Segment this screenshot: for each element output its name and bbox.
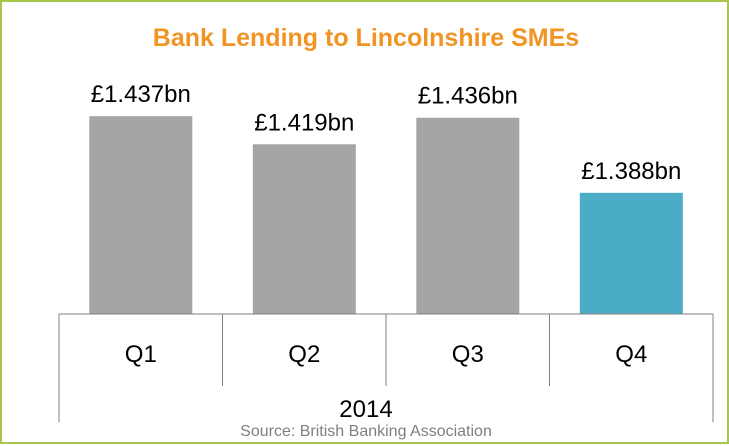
- data-label-q3: £1.436bn: [418, 83, 518, 110]
- tick-label-q1: Q1: [125, 341, 157, 368]
- bar-q4: [579, 192, 683, 314]
- data-label-q4: £1.388bn: [581, 158, 681, 185]
- data-label-q1: £1.437bn: [91, 81, 191, 108]
- source-label: Source: British Banking Association: [240, 423, 492, 440]
- tick-label-q4: Q4: [615, 341, 647, 368]
- bar-q1: [89, 116, 193, 314]
- chart-title: Bank Lending to Lincolnshire SMEs: [153, 24, 579, 52]
- bar-q3: [416, 117, 520, 314]
- data-label-q2: £1.419bn: [254, 109, 354, 136]
- tick-label-q2: Q2: [288, 341, 320, 368]
- bar-q2: [252, 144, 356, 314]
- tick-label-q3: Q3: [452, 341, 484, 368]
- year-label: 2014: [339, 396, 392, 423]
